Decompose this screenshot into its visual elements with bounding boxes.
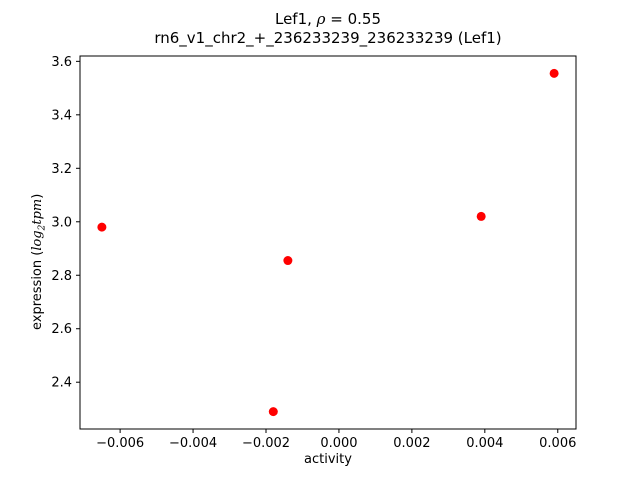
x-axis-label: activity — [304, 452, 352, 467]
data-point — [476, 211, 486, 221]
x-tick-label: 0.006 — [539, 436, 576, 451]
y-label-prefix: expression ( — [30, 250, 45, 330]
y-label-subscript: 2 — [37, 224, 48, 231]
data-point — [268, 407, 278, 417]
y-tick-label: 3.2 — [51, 162, 72, 177]
y-tick-label: 2.4 — [51, 376, 72, 391]
x-tick-label: 0.002 — [393, 436, 430, 451]
data-point — [97, 222, 107, 232]
data-point — [549, 68, 559, 78]
y-tick-label: 2.8 — [51, 269, 72, 284]
y-axis-label: expression (log2tpm) — [30, 194, 48, 330]
y-tick-label: 3.6 — [51, 55, 72, 70]
axes-frame — [79, 55, 577, 430]
x-tick-label: 0.004 — [466, 436, 503, 451]
y-tick-label: 2.6 — [51, 322, 72, 337]
x-tick-label: −0.002 — [242, 436, 290, 451]
y-tick-label: 3.0 — [51, 215, 72, 230]
chart-subtitle: rn6_v1_chr2_+_236233239_236233239 (Lef1) — [154, 29, 502, 47]
title-text: Lef1, — [274, 10, 317, 28]
y-tick-label: 3.4 — [51, 108, 72, 123]
x-tick-label: −0.004 — [169, 436, 217, 451]
data-point — [283, 256, 293, 266]
x-tick-label: −0.006 — [96, 436, 144, 451]
y-label-math: log2tpm — [30, 198, 48, 251]
x-tick-label: 0.000 — [320, 436, 357, 451]
y-label-suffix: ) — [30, 193, 45, 199]
title-value: = 0.55 — [325, 10, 382, 28]
title-rho-symbol: ρ — [316, 10, 326, 28]
chart-title: Lef1, ρ = 0.55 — [80, 10, 576, 29]
y-label-tpm: tpm — [30, 198, 45, 225]
chart-title-block: Lef1, ρ = 0.55 rn6_v1_chr2_+_236233239_2… — [80, 10, 576, 48]
y-label-log: log — [30, 230, 45, 251]
